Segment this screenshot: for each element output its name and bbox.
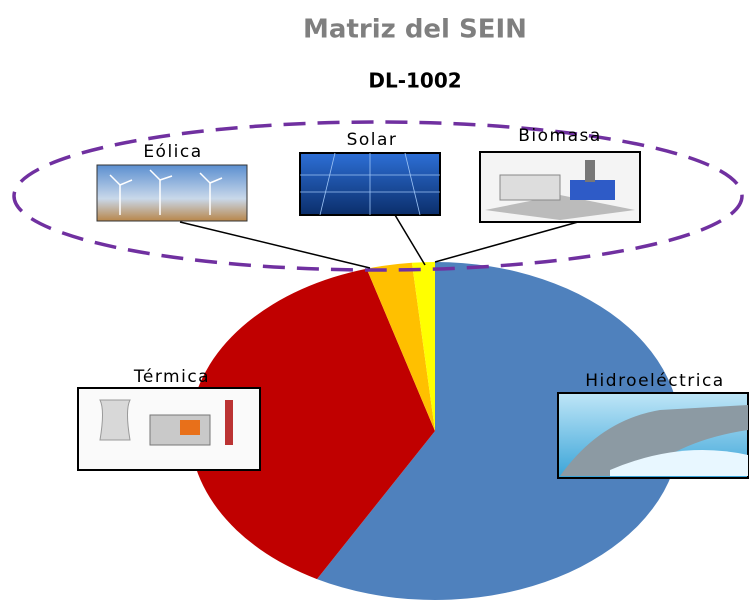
chart-title: Matriz del SEIN: [303, 15, 527, 45]
callout-label: Eólica: [143, 142, 202, 162]
hydro-image: [558, 393, 748, 478]
chart: Matriz del SEIN DL-1002 Eólica Solar Bio…: [0, 0, 753, 610]
group-label: DL-1002: [368, 69, 461, 93]
connector: [395, 215, 425, 265]
callout-label: Térmica: [133, 367, 210, 387]
page: {"chart_data": {"type": "pie", "title": …: [0, 0, 753, 610]
connector: [435, 222, 578, 262]
thermal-image: [78, 388, 260, 470]
biomass-image: [480, 152, 640, 222]
callout-label: Hidroeléctrica: [585, 371, 724, 391]
solar-image: [300, 153, 440, 215]
callout-label: Biomasa: [518, 126, 602, 146]
wind-image: [97, 165, 247, 221]
callout-label: Solar: [347, 130, 398, 150]
